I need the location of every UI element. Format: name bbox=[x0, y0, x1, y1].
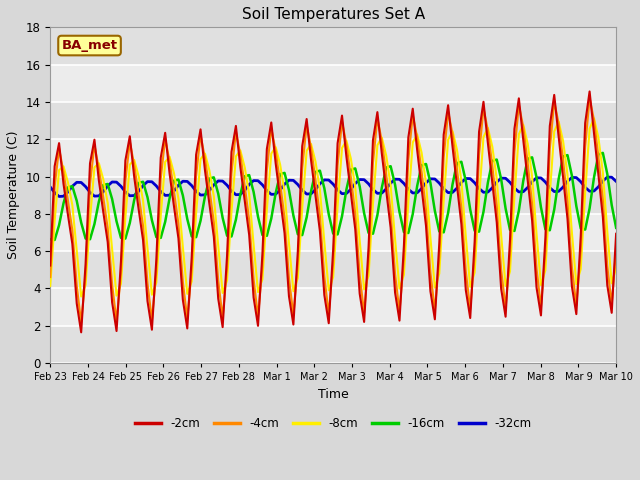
Bar bbox=[50, 214, 616, 251]
Bar bbox=[50, 102, 616, 139]
Y-axis label: Soil Temperature (C): Soil Temperature (C) bbox=[7, 131, 20, 259]
Bar bbox=[50, 288, 616, 326]
Text: BA_met: BA_met bbox=[61, 39, 118, 52]
Bar bbox=[50, 177, 616, 214]
Bar bbox=[50, 65, 616, 102]
Bar bbox=[50, 251, 616, 288]
Bar bbox=[50, 27, 616, 65]
X-axis label: Time: Time bbox=[318, 388, 349, 401]
Title: Soil Temperatures Set A: Soil Temperatures Set A bbox=[242, 7, 425, 22]
Bar bbox=[50, 139, 616, 177]
Bar bbox=[50, 326, 616, 363]
Legend: -2cm, -4cm, -8cm, -16cm, -32cm: -2cm, -4cm, -8cm, -16cm, -32cm bbox=[130, 413, 536, 435]
